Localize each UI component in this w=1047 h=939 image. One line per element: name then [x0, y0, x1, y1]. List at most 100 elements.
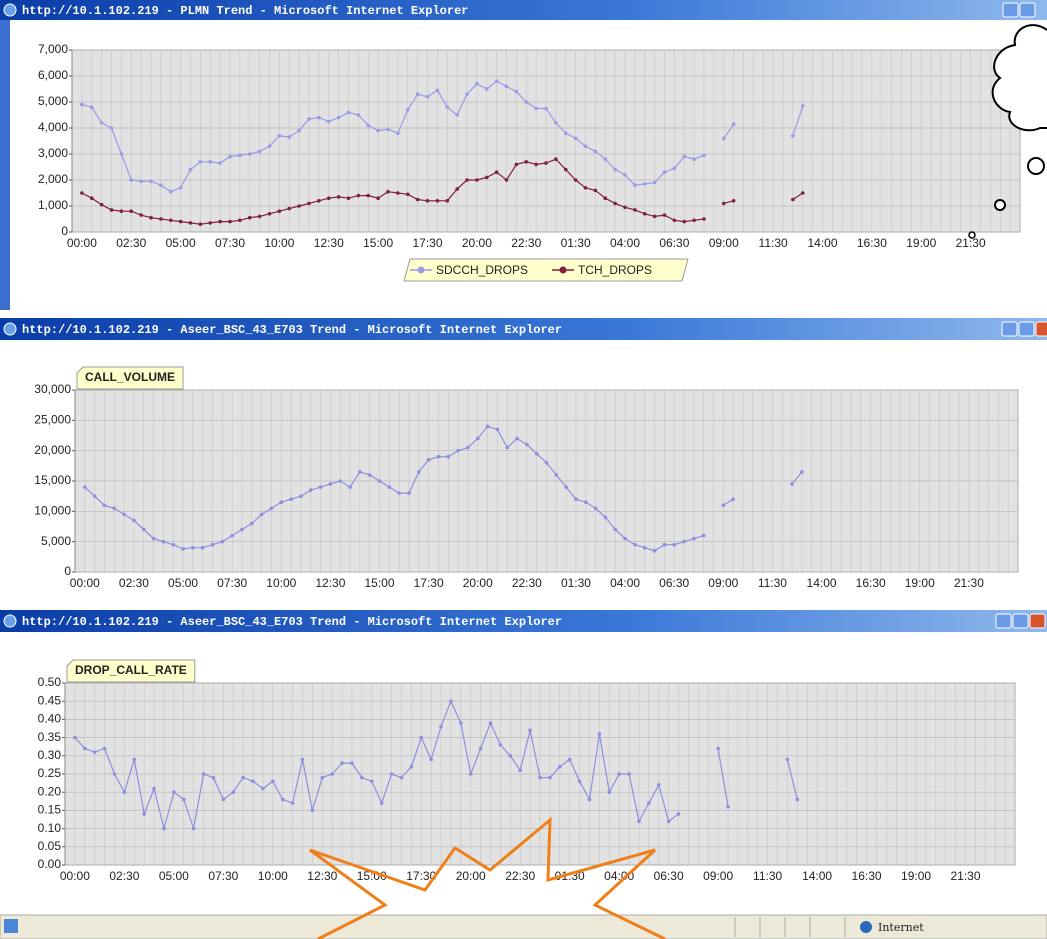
data-point: [268, 212, 272, 216]
close-button[interactable]: [1030, 614, 1045, 628]
y-tick-label: 0: [61, 224, 68, 238]
data-point: [564, 485, 568, 489]
data-point: [617, 772, 621, 776]
data-point: [228, 220, 232, 224]
data-point: [544, 161, 548, 165]
data-point: [181, 547, 185, 551]
data-point: [93, 750, 97, 754]
data-point: [132, 519, 136, 523]
data-point: [80, 103, 84, 107]
y-tick-label: 20,000: [34, 443, 71, 457]
minimize-button[interactable]: [1002, 322, 1017, 336]
data-point: [222, 798, 226, 802]
data-point: [801, 191, 805, 195]
y-tick-label: 5,000: [41, 534, 71, 548]
legend-label: DROP_CALL_RATE: [75, 663, 187, 677]
data-point: [376, 129, 380, 133]
data-point: [496, 428, 500, 432]
data-point: [159, 217, 163, 221]
data-point: [456, 449, 460, 453]
window-title: http://10.1.102.219 - Aseer_BSC_43_E703 …: [22, 615, 562, 629]
data-point: [548, 776, 552, 780]
data-point: [279, 500, 283, 504]
data-point: [544, 107, 548, 111]
data-point: [574, 137, 578, 141]
data-point: [534, 107, 538, 111]
data-point: [179, 220, 183, 224]
data-point: [268, 144, 272, 148]
thought-bubble: [969, 232, 975, 238]
x-tick-label: 14:00: [807, 236, 837, 250]
data-point: [301, 758, 305, 762]
y-tick-label: 1,000: [38, 198, 68, 212]
data-point: [407, 491, 411, 495]
data-point: [732, 122, 736, 126]
y-tick-label: 3,000: [38, 146, 68, 160]
data-point: [627, 772, 631, 776]
data-point: [208, 160, 212, 164]
data-point: [486, 425, 490, 429]
maximize-button[interactable]: [1019, 322, 1034, 336]
x-tick-label: 05:00: [168, 576, 198, 590]
minimize-button[interactable]: [1003, 3, 1018, 17]
data-point: [495, 170, 499, 174]
x-tick-label: 15:00: [364, 576, 394, 590]
data-point: [791, 134, 795, 138]
data-point: [366, 124, 370, 128]
data-point: [613, 528, 617, 532]
data-point: [212, 776, 216, 780]
data-point: [360, 776, 364, 780]
x-tick-label: 11:30: [759, 236, 788, 250]
data-point: [564, 168, 568, 172]
minimize-button[interactable]: [996, 614, 1011, 628]
data-point: [449, 699, 453, 703]
data-point: [396, 131, 400, 135]
data-point: [337, 195, 341, 199]
data-point: [261, 787, 265, 791]
data-point: [100, 121, 104, 125]
data-point: [598, 732, 602, 736]
close-button[interactable]: [1036, 322, 1047, 336]
data-point: [682, 155, 686, 159]
data-point: [311, 809, 315, 813]
y-tick-label: 30,000: [34, 382, 71, 396]
legend-marker: [418, 267, 425, 274]
data-point: [633, 183, 637, 187]
data-point: [211, 543, 215, 547]
maximize-button[interactable]: [1013, 614, 1028, 628]
data-point: [643, 182, 647, 186]
data-point: [528, 729, 532, 733]
data-point: [347, 196, 351, 200]
data-point: [574, 497, 578, 501]
data-point: [459, 721, 463, 725]
data-point: [495, 79, 499, 83]
y-tick-label: 7,000: [38, 42, 68, 56]
x-tick-label: 10:00: [266, 576, 296, 590]
x-tick-label: 07:30: [215, 236, 245, 250]
data-point: [199, 160, 203, 164]
data-point: [535, 452, 539, 456]
data-point: [189, 168, 193, 172]
data-point: [162, 827, 166, 831]
data-point: [113, 772, 117, 776]
x-tick-label: 19:00: [906, 236, 936, 250]
data-point: [499, 743, 503, 747]
window-title: http://10.1.102.219 - Aseer_BSC_43_E703 …: [22, 323, 562, 337]
y-tick-label: 0.45: [38, 693, 62, 707]
data-point: [672, 543, 676, 547]
data-point: [238, 219, 242, 223]
x-tick-label: 01:30: [561, 236, 591, 250]
x-tick-label: 05:00: [159, 869, 189, 883]
data-point: [722, 202, 726, 206]
data-point: [790, 482, 794, 486]
data-point: [584, 186, 588, 190]
data-point: [152, 537, 156, 541]
data-point: [555, 473, 559, 477]
data-point: [653, 549, 657, 553]
maximize-button[interactable]: [1020, 3, 1035, 17]
data-point: [623, 537, 627, 541]
data-point: [110, 208, 114, 212]
data-point: [350, 761, 354, 765]
y-tick-label: 4,000: [38, 120, 68, 134]
data-point: [574, 178, 578, 182]
